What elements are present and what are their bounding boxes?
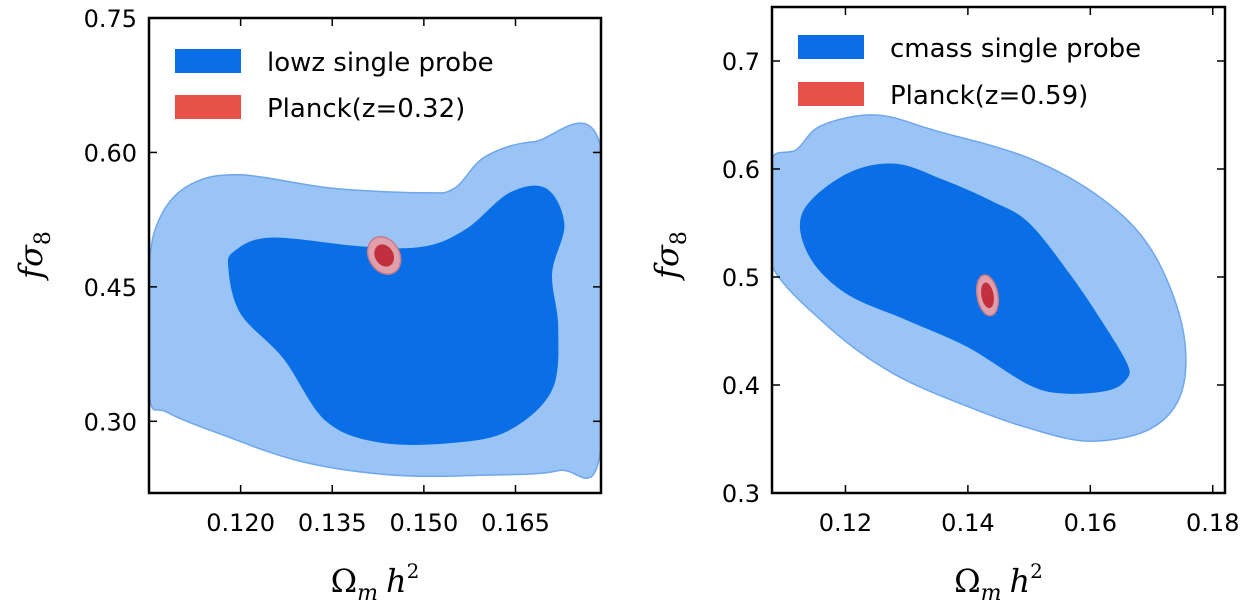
x-tick-label: 0.120 [206, 509, 275, 537]
plot-area [149, 122, 601, 479]
legend-label-0: lowz single probe [267, 48, 494, 78]
legend-label-1: Planck(z=0.32) [267, 94, 465, 124]
y-tick-label: 0.30 [84, 408, 137, 436]
legend-swatch-1 [798, 82, 864, 106]
y-tick-label: 0.75 [84, 5, 137, 33]
planck-contour-inner [981, 282, 994, 309]
y-tick-label: 0.6 [722, 156, 760, 184]
contour-inner-0 [227, 185, 565, 445]
x-tick-label: 0.12 [819, 509, 872, 537]
x-axis-label: Ωm h2 [331, 559, 420, 606]
axes-frame [770, 5, 1227, 495]
legend-swatch-0 [175, 49, 241, 73]
y-axis-label: fσ8 [12, 231, 56, 281]
y-axis-label: fσ8 [648, 231, 692, 281]
right-panel: 0.12 0.14 0.16 0.18 0.3 0.4 0.5 0.6 0.7 cmass sin… [648, 5, 1239, 606]
x-tick-label: 0.150 [390, 509, 459, 537]
contour-inner-0 [799, 163, 1130, 394]
y-tick-label: 0.5 [722, 264, 760, 292]
x-tick-label: 0.16 [1064, 509, 1117, 537]
x-tick-label: 0.165 [481, 509, 550, 537]
plot-area [772, 114, 1187, 442]
legend-swatch-0 [798, 35, 864, 59]
legend-label-0: cmass single probe [890, 34, 1141, 64]
legend-swatch-1 [175, 95, 241, 119]
y-tick-label: 0.7 [722, 48, 760, 76]
y-tick-label: 0.60 [84, 139, 137, 167]
axes-frame [147, 16, 603, 495]
left-panel: 0.120 0.135 0.150 0.165 0.30 0.45 0.60 0.75 lowz… [12, 5, 603, 606]
planck-contour-inner [374, 244, 395, 267]
x-tick-label: 0.135 [298, 509, 367, 537]
x-tick-label: 0.14 [941, 509, 994, 537]
legend-label-1: Planck(z=0.59) [890, 81, 1088, 111]
x-tick-label: 0.18 [1186, 509, 1239, 537]
y-tick-label: 0.3 [722, 480, 760, 508]
x-axis-label: Ωm h2 [954, 559, 1043, 606]
y-tick-label: 0.45 [84, 274, 137, 302]
y-tick-label: 0.4 [722, 372, 760, 400]
